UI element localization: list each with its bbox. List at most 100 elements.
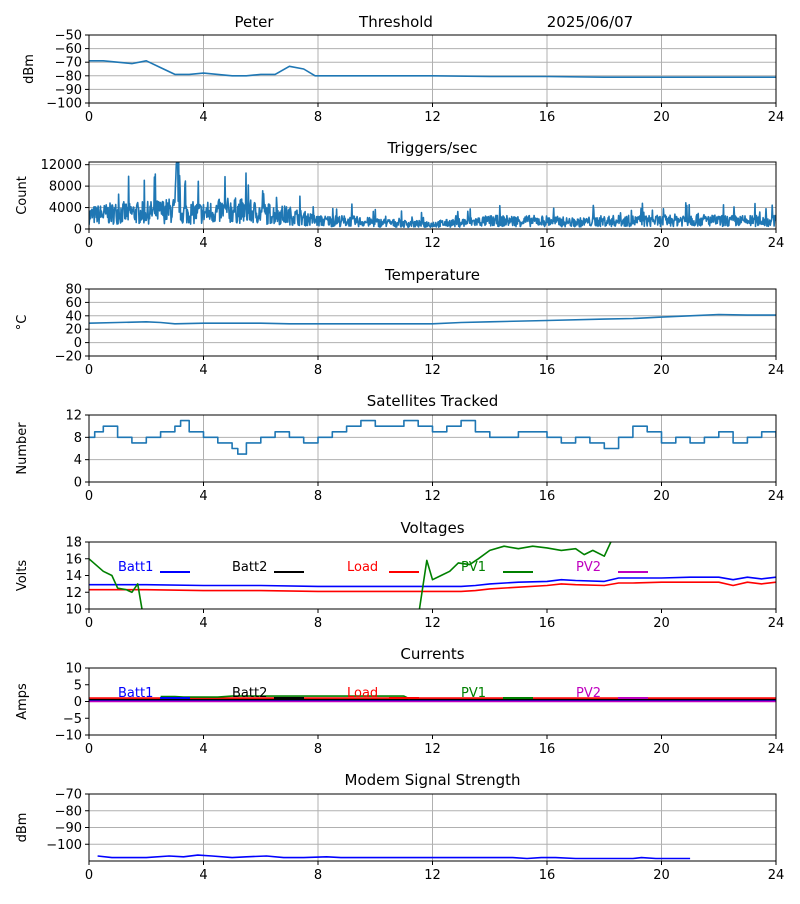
y-tick-label: 16 — [65, 552, 82, 567]
series-line-temperature-0 — [89, 313, 776, 325]
x-tick-label: 12 — [424, 868, 441, 883]
y-tick-label: 0 — [74, 223, 82, 238]
y-axis-label: dBm — [22, 54, 37, 84]
panel-title: Triggers/sec — [387, 139, 478, 157]
x-tick-label: 20 — [653, 489, 670, 504]
x-tick-label: 16 — [539, 616, 556, 631]
x-tick-label: 8 — [314, 236, 322, 251]
x-tick-label: 16 — [539, 868, 556, 883]
x-tick-label: 4 — [199, 236, 207, 251]
panel-modem: 0 4 8 12 16 20 24 −100 −90 −80−70 dBm Modem Signal … — [15, 771, 784, 883]
y-tick-label: 80 — [65, 283, 82, 298]
panel-threshold: 0 4 8 12 16 20 24 −100−90−80−70−60−50 dBm — [22, 29, 784, 126]
legend-label: Batt2 — [232, 560, 267, 575]
y-tick-label: −70 — [55, 788, 82, 803]
y-tick-label: −80 — [55, 69, 82, 84]
plot-area — [89, 695, 776, 703]
x-tick-label: 12 — [424, 742, 441, 757]
x-tick-label: 20 — [653, 616, 670, 631]
x-tick-label: 24 — [768, 616, 785, 631]
x-tick-label: 8 — [314, 742, 322, 757]
legend-label: Load — [347, 686, 378, 701]
legend-label: Load — [347, 560, 378, 575]
plot-area — [89, 419, 776, 455]
x-tick-label: 24 — [768, 489, 785, 504]
x-tick-label: 4 — [199, 489, 207, 504]
y-tick-label: 12 — [65, 409, 82, 424]
x-tick-label: 0 — [85, 489, 93, 504]
x-tick-label: 4 — [199, 363, 207, 378]
y-axis-label: Number — [15, 422, 30, 475]
x-tick-label: 20 — [653, 868, 670, 883]
x-tick-label: 20 — [653, 236, 670, 251]
x-tick-label: 24 — [768, 363, 785, 378]
y-axis-label: Count — [15, 176, 30, 215]
y-tick-label: 60 — [65, 296, 82, 311]
y-tick-label: 5 — [74, 678, 82, 693]
x-tick-label: 16 — [539, 363, 556, 378]
x-tick-label: 4 — [199, 110, 207, 125]
x-tick-label: 0 — [85, 742, 93, 757]
panel-title: Temperature — [384, 266, 480, 284]
y-tick-label: −100 — [46, 97, 82, 112]
legend-label: PV1 — [461, 560, 486, 575]
series-line-voltages-pv1 — [89, 542, 612, 609]
x-tick-label: 24 — [768, 742, 785, 757]
y-tick-label: −60 — [55, 42, 82, 57]
x-tick-label: 16 — [539, 742, 556, 757]
plot-area — [89, 162, 776, 229]
y-tick-label: 4 — [74, 453, 82, 468]
legend-label: PV2 — [576, 560, 601, 575]
y-tick-label: 12 — [65, 586, 82, 601]
y-axis-label: Amps — [15, 683, 30, 720]
y-tick-label: −90 — [55, 821, 82, 836]
x-tick-label: 12 — [424, 236, 441, 251]
x-tick-label: 4 — [199, 742, 207, 757]
panel-triggers: 0 4 8 12 16 20 24 0 4000 8000 12000 Count Triggers/s… — [15, 139, 784, 251]
y-tick-label: −90 — [55, 83, 82, 98]
series-line-threshold-0 — [89, 60, 776, 78]
x-tick-label: 4 — [199, 868, 207, 883]
y-tick-label: 10 — [65, 603, 82, 618]
y-tick-label: 8 — [74, 431, 82, 446]
y-tick-label: 0 — [74, 476, 82, 491]
y-tick-label: 8000 — [49, 180, 82, 195]
plot-area — [89, 313, 776, 325]
y-tick-label: 4000 — [49, 201, 82, 216]
x-tick-label: 20 — [653, 363, 670, 378]
panel-satellites: 0 4 8 12 16 20 24 0 4 8 12 Number Satellites Tracked — [15, 392, 784, 504]
x-tick-label: 24 — [768, 110, 785, 125]
y-axis-label: dBm — [15, 813, 30, 843]
x-tick-label: 20 — [653, 742, 670, 757]
series-line-modem-0 — [97, 854, 691, 860]
axes-frame — [88, 541, 777, 610]
x-tick-label: 8 — [314, 363, 322, 378]
panel-title: Satellites Tracked — [367, 392, 498, 410]
x-tick-label: 0 — [85, 110, 93, 125]
x-tick-label: 16 — [539, 489, 556, 504]
x-tick-label: 4 — [199, 616, 207, 631]
y-tick-label: −80 — [55, 804, 82, 819]
y-tick-label: −5 — [63, 712, 82, 727]
y-tick-label: 0 — [74, 336, 82, 351]
y-tick-label: 0 — [74, 695, 82, 710]
legend-label: Batt1 — [118, 686, 153, 701]
series-line-voltages-load — [89, 581, 776, 593]
y-tick-label: −70 — [55, 56, 82, 71]
header-label: Threshold — [358, 13, 433, 31]
header-date: 2025/06/07 — [547, 13, 633, 31]
series-line-currents-pv1 — [160, 695, 410, 700]
y-axis-label: Volts — [15, 560, 30, 592]
x-tick-label: 16 — [539, 110, 556, 125]
y-tick-label: 40 — [65, 309, 82, 324]
series-line-voltages-batt1 — [89, 576, 776, 588]
panel-title: Voltages — [400, 519, 464, 537]
x-tick-label: 12 — [424, 616, 441, 631]
x-tick-label: 16 — [539, 236, 556, 251]
plot-area — [89, 542, 776, 609]
x-tick-label: 0 — [85, 236, 93, 251]
